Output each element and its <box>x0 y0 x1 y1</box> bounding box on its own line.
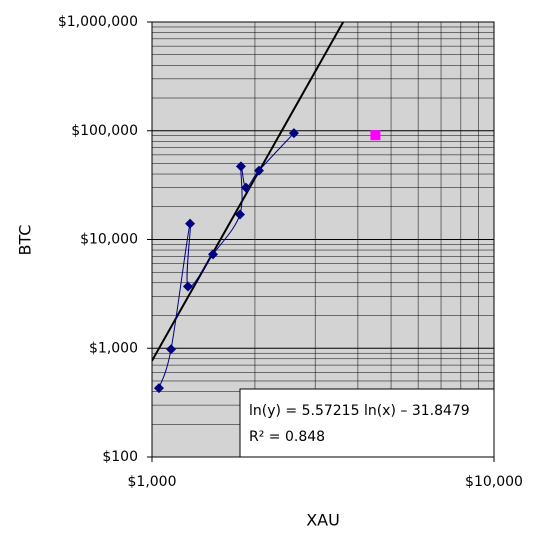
marks <box>153 128 381 394</box>
y-tick-label: $10,000 <box>80 232 138 248</box>
data-point <box>208 249 219 260</box>
y-tick-label: $1,000 <box>89 340 138 356</box>
trendline-equation: ln(y) = 5.57215 ln(x) – 31.8479 <box>249 403 470 419</box>
data-point <box>153 383 164 394</box>
y-tick-label: $100 <box>102 449 138 465</box>
data-point <box>185 218 196 229</box>
r-squared: R² = 0.848 <box>249 429 325 445</box>
data-point <box>288 128 299 139</box>
y-tick-label: $100,000 <box>71 123 138 139</box>
x-tick-label: $1,000 <box>128 474 177 490</box>
annotation-box <box>239 388 495 458</box>
x-axis-title: XAU <box>306 511 340 530</box>
data-point <box>182 281 193 292</box>
x-tick-label: $10,000 <box>465 474 523 490</box>
y-axis-title: BTC <box>16 225 35 256</box>
data-point <box>235 161 246 172</box>
data-point <box>166 344 177 355</box>
series-line <box>158 132 295 389</box>
data-point <box>234 209 245 220</box>
data-point <box>240 182 251 193</box>
data-point <box>370 130 381 141</box>
data-point <box>253 165 264 176</box>
y-tick-label: $1,000,000 <box>58 14 138 30</box>
